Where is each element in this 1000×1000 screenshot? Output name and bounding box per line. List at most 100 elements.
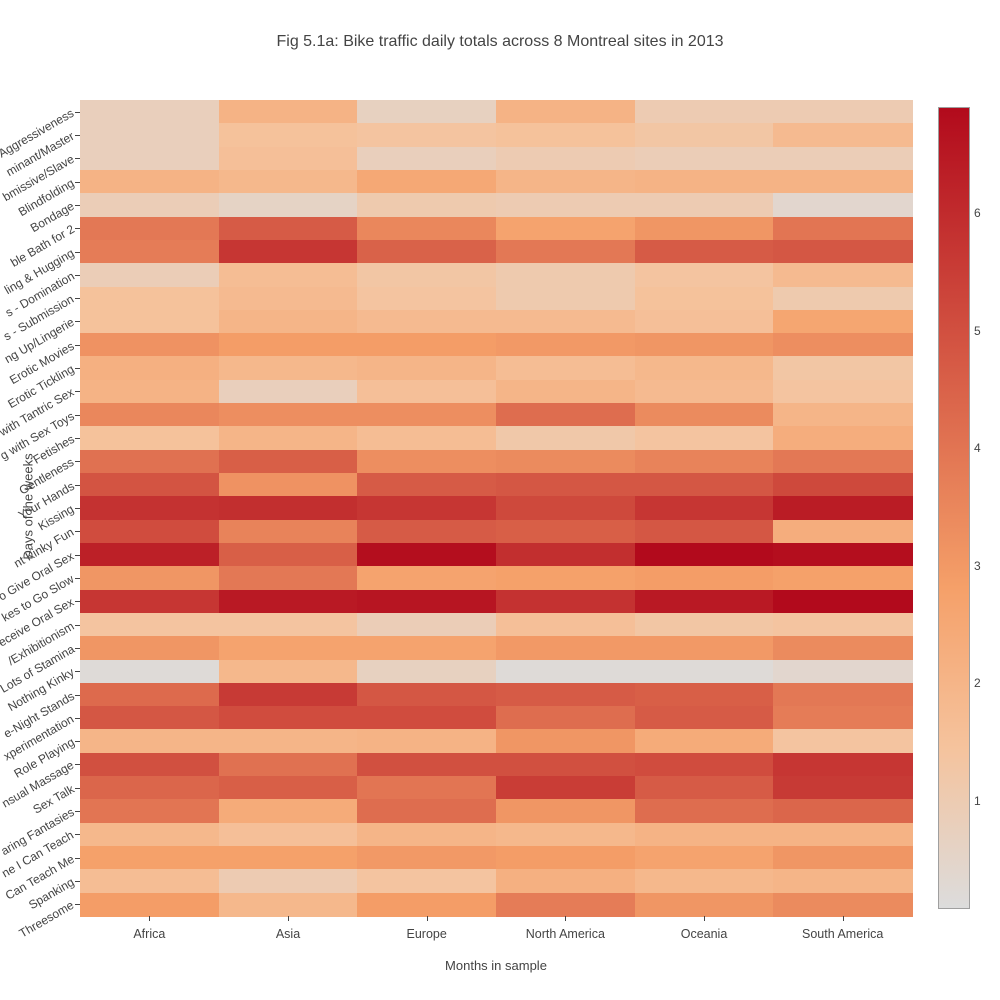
heatmap-cell — [357, 682, 497, 707]
heatmap-cell — [773, 519, 913, 544]
heatmap-cell — [357, 892, 497, 917]
x-tick-mark — [288, 916, 289, 921]
y-tick-mark — [75, 624, 80, 626]
heatmap-cell — [80, 776, 220, 801]
heatmap-cell — [634, 869, 774, 894]
heatmap-cell — [634, 659, 774, 684]
heatmap-cell — [80, 403, 220, 427]
y-tick-mark — [75, 904, 80, 906]
heatmap-cell — [218, 519, 358, 544]
x-tick-mark — [426, 916, 428, 921]
heatmap-cell — [773, 123, 913, 148]
heatmap-cell — [218, 263, 358, 288]
heatmap-cell — [357, 822, 497, 847]
heatmap-cell — [357, 426, 497, 451]
heatmap-cell — [218, 659, 358, 684]
heatmap-cell — [357, 309, 497, 334]
heatmap-cell — [80, 123, 220, 148]
heatmap-cell — [218, 239, 358, 264]
heatmap-cell — [496, 612, 636, 637]
y-tick-mark — [75, 134, 80, 136]
heatmap-cell — [496, 776, 636, 801]
heatmap-cell — [80, 426, 220, 451]
heatmap-cell — [80, 169, 220, 194]
heatmap-cell — [218, 169, 358, 194]
heatmap-cell — [773, 682, 913, 707]
heatmap-cell — [634, 239, 774, 264]
heatmap-cell — [218, 752, 358, 777]
heatmap-cell — [80, 846, 220, 870]
y-tick-mark — [75, 251, 80, 253]
heatmap-cell — [634, 449, 774, 474]
heatmap-cell — [634, 799, 774, 824]
heatmap-cell — [634, 589, 774, 614]
heatmap-cell — [634, 496, 774, 521]
heatmap-cell — [357, 449, 497, 474]
heatmap-cell — [496, 682, 636, 707]
heatmap-cell — [496, 752, 636, 777]
heatmap-cell — [634, 426, 774, 451]
heatmap-cell — [218, 566, 358, 591]
heatmap-cell — [357, 869, 497, 894]
y-tick-mark — [75, 158, 80, 160]
heatmap-cell — [773, 496, 913, 521]
heatmap-cell — [218, 542, 358, 567]
heatmap-cell — [773, 216, 913, 241]
colorbar-tick-label: 5 — [974, 323, 981, 338]
heatmap-cell — [80, 449, 220, 474]
heatmap-cell — [357, 846, 497, 870]
y-tick-mark — [75, 344, 80, 346]
heatmap-cell — [80, 333, 220, 358]
heatmap-cell — [773, 636, 913, 661]
heatmap-cell — [773, 729, 913, 754]
y-tick-mark — [75, 554, 80, 556]
y-tick-mark — [75, 601, 80, 603]
heatmap-cell — [80, 473, 220, 497]
heatmap-cell — [634, 519, 774, 544]
heatmap-cell — [357, 729, 497, 754]
y-tick-mark — [75, 811, 80, 813]
y-tick-mark — [75, 298, 80, 300]
heatmap-cell — [357, 519, 497, 544]
heatmap-cell — [496, 146, 636, 171]
heatmap-cell — [773, 309, 913, 334]
heatmap-cell — [496, 869, 636, 894]
heatmap-cell — [496, 822, 636, 847]
heatmap-cell — [80, 729, 220, 754]
heatmap-cell — [773, 846, 913, 870]
heatmap-cell — [496, 379, 636, 404]
heatmap-cell — [218, 799, 358, 824]
heatmap-cell — [773, 659, 913, 684]
heatmap-cell — [80, 309, 220, 334]
heatmap-cell — [634, 286, 774, 311]
heatmap-cell — [218, 216, 358, 241]
heatmap-cell — [80, 216, 220, 241]
heatmap-cell — [496, 566, 636, 591]
heatmap-cell — [634, 263, 774, 288]
heatmap-cell — [218, 682, 358, 707]
heatmap-cell — [496, 496, 636, 521]
heatmap-cell — [496, 333, 636, 358]
heatmap-cell — [634, 333, 774, 358]
y-tick-mark — [75, 181, 80, 183]
heatmap-cell — [80, 239, 220, 264]
heatmap-cell — [496, 542, 636, 567]
heatmap-cell — [80, 682, 220, 707]
plot-area[interactable] — [80, 100, 913, 917]
y-tick-mark — [75, 204, 80, 206]
heatmap-cell — [80, 496, 220, 521]
y-axis-title: Days of the weeks — [20, 453, 36, 560]
heatmap-cell — [357, 193, 497, 218]
heatmap-cell — [634, 309, 774, 334]
heatmap-cell — [80, 566, 220, 591]
x-tick-label: Asia — [275, 927, 301, 941]
heatmap-cell — [357, 286, 497, 311]
heatmap-cell — [773, 892, 913, 917]
heatmap-cell — [357, 379, 497, 404]
heatmap-cell — [496, 193, 636, 218]
colorbar-tick-label: 1 — [974, 794, 981, 809]
y-tick-mark — [75, 321, 80, 323]
y-tick-mark — [75, 484, 80, 486]
heatmap-cell — [634, 169, 774, 194]
heatmap-cell — [496, 449, 636, 474]
